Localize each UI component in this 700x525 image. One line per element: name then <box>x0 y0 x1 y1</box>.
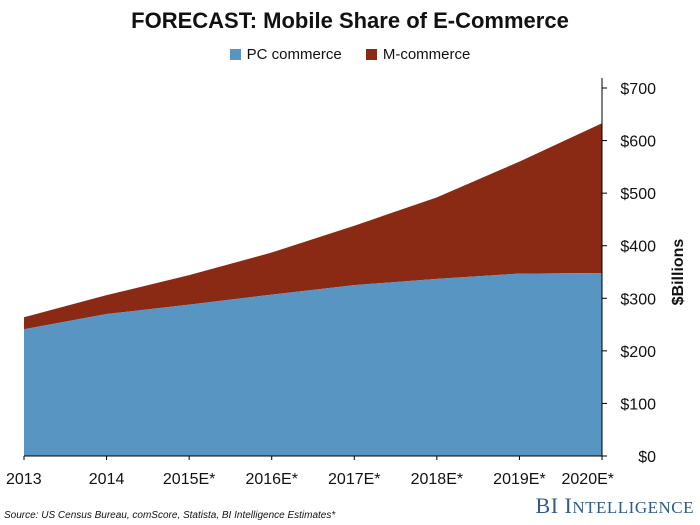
legend-item-mobile: M-commerce <box>365 46 471 63</box>
x-tick-label-6: 2019E* <box>493 471 546 488</box>
x-tick-label-7: 2020E* <box>562 471 615 488</box>
y-tick-label-400: $400 <box>620 239 656 256</box>
y-tick-label-100: $100 <box>620 396 656 413</box>
y-tick-label-500: $500 <box>620 186 656 203</box>
y-tick-label-0: $0 <box>638 449 656 466</box>
x-tick-label-0: 2013 <box>6 471 42 488</box>
brand-intel-first: I <box>564 493 573 518</box>
legend: PC commerce M-commerce <box>0 46 700 64</box>
y-axis-title: $Billions <box>670 239 687 306</box>
x-tick-label-1: 2014 <box>89 471 125 488</box>
series-area-pc-commerce <box>24 273 602 456</box>
series-area-m-commerce <box>24 123 602 330</box>
y-tick-label-700: $700 <box>620 81 656 98</box>
y-tick-label-600: $600 <box>620 134 656 151</box>
y-tick-label-300: $300 <box>620 291 656 308</box>
legend-label-pc: PC commerce <box>246 46 342 63</box>
brand-intel-rest: NTELLIGENCE <box>572 498 694 517</box>
source-note: Source: US Census Bureau, comScore, Stat… <box>4 510 336 521</box>
chart-title: FORECAST: Mobile Share of E-Commerce <box>131 8 569 33</box>
x-tick-label-3: 2016E* <box>245 471 298 488</box>
x-tick-label-2: 2015E* <box>163 471 216 488</box>
x-tick-label-5: 2018E* <box>411 471 464 488</box>
x-tick-label-4: 2017E* <box>328 471 381 488</box>
brand-logo: BI INTELLIGENCE <box>536 493 694 519</box>
legend-swatch-pc <box>229 49 241 60</box>
legend-item-pc: PC commerce <box>229 46 342 63</box>
y-tick-label-200: $200 <box>620 344 656 361</box>
legend-swatch-mobile <box>365 49 377 60</box>
legend-label-mobile: M-commerce <box>382 46 471 63</box>
brand-bi: BI <box>535 493 565 518</box>
